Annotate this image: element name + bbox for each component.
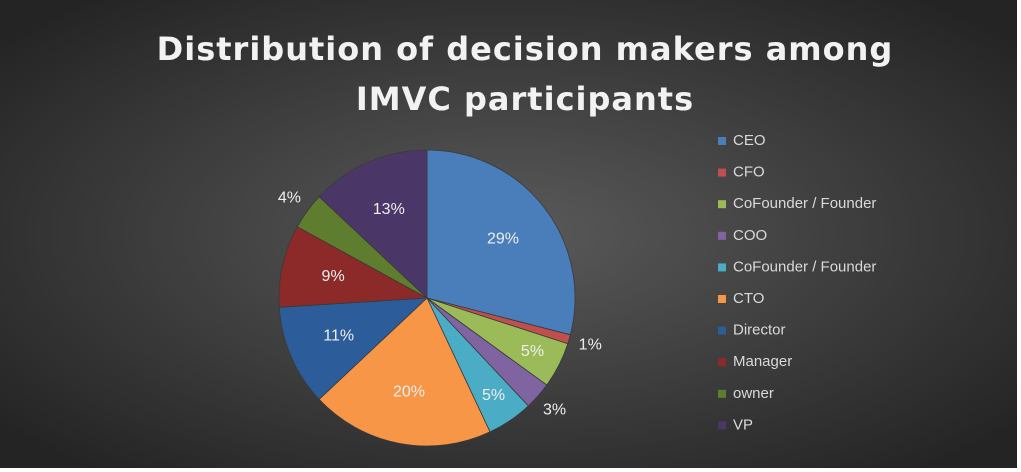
legend-label: owner bbox=[733, 385, 774, 402]
legend-label: CoFounder / Founder bbox=[733, 195, 876, 212]
legend-label: Director bbox=[733, 322, 786, 339]
data-label: 4% bbox=[278, 189, 301, 206]
legend-swatch bbox=[718, 168, 726, 177]
legend-swatch bbox=[718, 358, 726, 367]
legend-swatch bbox=[718, 137, 726, 145]
legend-label: CTO bbox=[733, 290, 764, 307]
data-label: 1% bbox=[579, 337, 602, 354]
data-label: 5% bbox=[521, 343, 544, 360]
legend-label: COO bbox=[733, 227, 767, 244]
data-label: 13% bbox=[373, 201, 405, 218]
pie-slice bbox=[426, 149, 576, 336]
data-label: 3% bbox=[543, 402, 566, 419]
data-label: 11% bbox=[323, 327, 354, 344]
legend-swatch bbox=[718, 263, 726, 272]
legend-label: Manager bbox=[733, 353, 792, 370]
data-label: 5% bbox=[482, 387, 505, 404]
legend-swatch bbox=[718, 295, 726, 303]
pie-slice bbox=[278, 226, 429, 308]
legend-swatch bbox=[718, 421, 726, 430]
legend-label: VP bbox=[733, 416, 753, 433]
data-label: 20% bbox=[393, 384, 425, 401]
legend-label: CEO bbox=[733, 132, 766, 149]
legend-swatch bbox=[718, 389, 726, 398]
chart-title: Distribution of decision makers among IM… bbox=[156, 30, 894, 118]
pie-slice bbox=[278, 297, 429, 400]
legend-swatch bbox=[718, 200, 726, 209]
legend-swatch bbox=[718, 231, 726, 240]
legend-swatch bbox=[718, 326, 726, 335]
legend-label: CFO bbox=[733, 164, 765, 181]
data-label: 29% bbox=[487, 230, 519, 247]
legend-label: CoFounder / Founder bbox=[733, 258, 876, 275]
pie-slice bbox=[318, 149, 428, 299]
pie-slice bbox=[318, 297, 491, 447]
data-label: 9% bbox=[322, 268, 345, 285]
